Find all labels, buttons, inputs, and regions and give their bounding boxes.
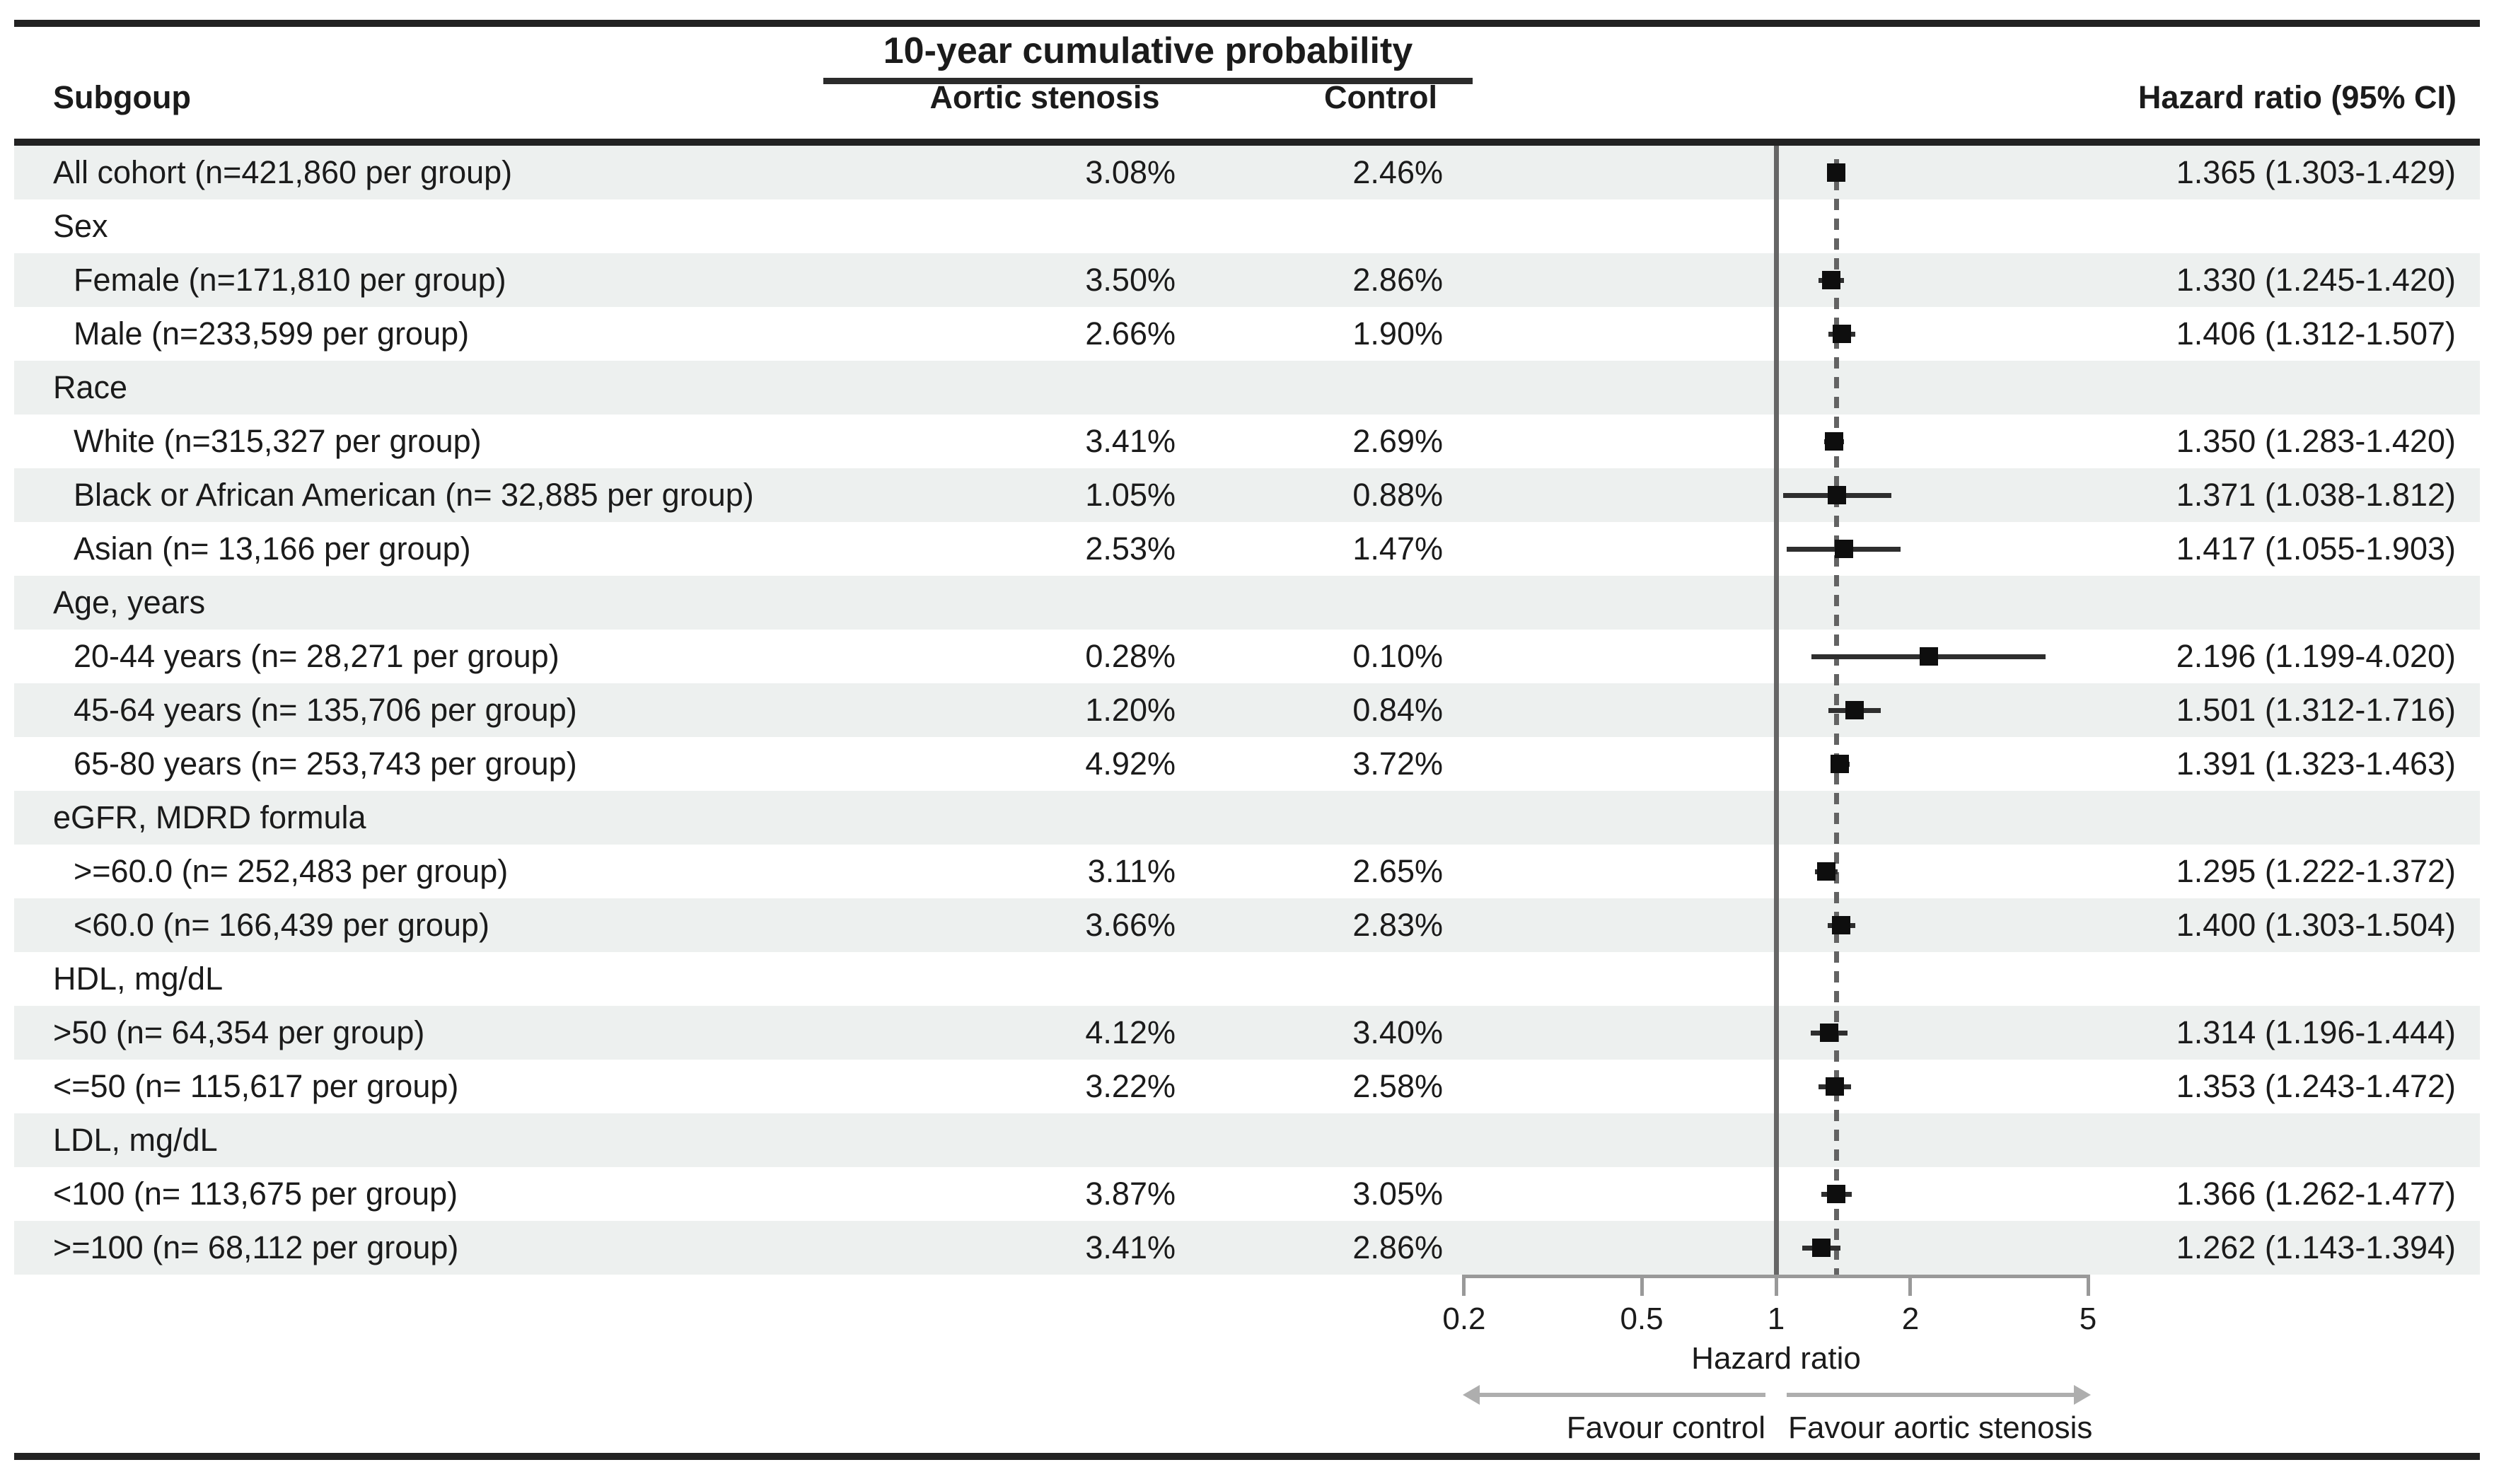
aortic-stenosis-value: 3.87%: [1085, 1176, 1176, 1212]
aortic-stenosis-value: 3.08%: [1085, 154, 1176, 190]
section-row: Age, years: [14, 576, 2480, 630]
table-row: Male (n=233,599 per group) 2.66% 1.90% 1.40…: [14, 307, 2480, 361]
hr-ci-value: 1.406 (1.312-1.507): [2176, 315, 2456, 352]
header-rule: [14, 139, 2480, 146]
subgroup-label: White (n=315,327 per group): [74, 423, 482, 459]
control-value: 2.69%: [1352, 423, 1443, 459]
table-row: Asian (n= 13,166 per group) 2.53% 1.47% 1.4…: [14, 522, 2480, 576]
table-row: >50 (n= 64,354 per group) 4.12% 3.40% 1.314…: [14, 1006, 2480, 1060]
table-row: >=100 (n= 68,112 per group) 3.41% 2.86% 1.2…: [14, 1221, 2480, 1275]
subgroup-label: <60.0 (n= 166,439 per group): [74, 907, 489, 943]
title-underline: [823, 78, 1473, 84]
control-value: 1.90%: [1352, 315, 1443, 352]
table-row: 20-44 years (n= 28,271 per group) 0.28% 0.…: [14, 630, 2480, 683]
subgroup-label: >=100 (n= 68,112 per group): [53, 1229, 459, 1265]
table-row: All cohort (n=421,860 per group) 3.08% 2.4…: [14, 146, 2480, 199]
subgroup-label: >50 (n= 64,354 per group): [53, 1014, 425, 1050]
control-value: 0.84%: [1352, 692, 1443, 728]
control-value: 2.86%: [1352, 1229, 1443, 1265]
control-value: 3.40%: [1352, 1014, 1443, 1050]
control-value: 2.58%: [1352, 1068, 1443, 1104]
aortic-stenosis-value: 3.50%: [1085, 262, 1176, 298]
section-label: eGFR, MDRD formula: [53, 799, 366, 835]
subgroup-label: >=60.0 (n= 252,483 per group): [74, 853, 509, 889]
aortic-stenosis-value: 3.66%: [1085, 907, 1176, 943]
section-row: Race: [14, 361, 2480, 415]
subgroup-label: All cohort (n=421,860 per group): [53, 154, 513, 190]
aortic-stenosis-value: 1.20%: [1085, 692, 1176, 728]
subgroup-label: Asian (n= 13,166 per group): [74, 531, 471, 567]
hr-ci-value: 2.196 (1.199-4.020): [2176, 638, 2456, 674]
bottom-rule: [14, 1453, 2480, 1460]
subgroup-label: Male (n=233,599 per group): [74, 315, 470, 352]
column-header-subgroup: Subgoup: [53, 79, 191, 115]
section-row: eGFR, MDRD formula: [14, 791, 2480, 845]
section-label: LDL, mg/dL: [53, 1122, 218, 1158]
table-row: <60.0 (n= 166,439 per group) 3.66% 2.83% 1.…: [14, 898, 2480, 952]
hr-ci-value: 1.314 (1.196-1.444): [2176, 1014, 2456, 1050]
subgroup-label: 45-64 years (n= 135,706 per group): [74, 692, 577, 728]
section-label: Age, years: [53, 584, 206, 620]
hr-ci-value: 1.366 (1.262-1.477): [2176, 1176, 2456, 1212]
hr-ci-value: 1.400 (1.303-1.504): [2176, 907, 2456, 943]
control-value: 0.88%: [1352, 477, 1443, 513]
column-header-control: Control: [1324, 79, 1437, 115]
control-value: 0.10%: [1352, 638, 1443, 674]
hr-ci-value: 1.501 (1.312-1.716): [2176, 692, 2456, 728]
column-header-aortic-stenosis: Aortic stenosis: [929, 79, 1160, 115]
section-label: HDL, mg/dL: [53, 961, 224, 997]
aortic-stenosis-value: 0.28%: [1085, 638, 1176, 674]
table-row: <100 (n= 113,675 per group) 3.87% 3.05% 1.3…: [14, 1167, 2480, 1221]
table-row: 45-64 years (n= 135,706 per group) 1.20% 0…: [14, 683, 2480, 737]
hr-ci-value: 1.371 (1.038-1.812): [2176, 477, 2456, 513]
aortic-stenosis-value: 2.53%: [1085, 531, 1176, 567]
table-row: Black or African American (n= 32,885 per…: [14, 468, 2480, 522]
table-row: <=50 (n= 115,617 per group) 3.22% 2.58% 1.3…: [14, 1060, 2480, 1113]
hr-ci-value: 1.353 (1.243-1.472): [2176, 1068, 2456, 1104]
page-title: 10-year cumulative probability: [883, 30, 1413, 71]
table-row: White (n=315,327 per group) 3.41% 2.69% 1.3…: [14, 415, 2480, 468]
control-value: 2.65%: [1352, 853, 1443, 889]
subgroup-label: Female (n=171,810 per group): [74, 262, 506, 298]
hr-ci-value: 1.391 (1.323-1.463): [2176, 746, 2456, 782]
control-value: 2.46%: [1352, 154, 1443, 190]
aortic-stenosis-value: 4.12%: [1085, 1014, 1176, 1050]
section-row: Sex: [14, 199, 2480, 253]
section-label: Race: [53, 369, 128, 405]
column-header-hazard-ratio: Hazard ratio (95% CI): [2138, 79, 2457, 115]
hr-ci-value: 1.295 (1.222-1.372): [2176, 853, 2456, 889]
aortic-stenosis-value: 3.11%: [1087, 853, 1176, 889]
control-value: 1.47%: [1352, 531, 1443, 567]
top-rule: [14, 20, 2480, 27]
subgroup-label: <=50 (n= 115,617 per group): [53, 1068, 459, 1104]
aortic-stenosis-value: 3.22%: [1085, 1068, 1176, 1104]
control-value: 3.72%: [1352, 746, 1443, 782]
section-row: LDL, mg/dL: [14, 1113, 2480, 1167]
control-value: 3.05%: [1352, 1176, 1443, 1212]
hr-ci-value: 1.417 (1.055-1.903): [2176, 531, 2456, 567]
subgroup-label: Black or African American (n= 32,885 per…: [74, 477, 754, 513]
table-row: >=60.0 (n= 252,483 per group) 3.11% 2.65% 1…: [14, 845, 2480, 898]
subgroup-label: <100 (n= 113,675 per group): [53, 1176, 458, 1212]
aortic-stenosis-value: 4.92%: [1085, 746, 1176, 782]
hr-ci-value: 1.330 (1.245-1.420): [2176, 262, 2456, 298]
hr-ci-value: 1.365 (1.303-1.429): [2176, 154, 2456, 190]
subgroup-label: 65-80 years (n= 253,743 per group): [74, 746, 577, 782]
control-value: 2.86%: [1352, 262, 1443, 298]
section-label: Sex: [53, 208, 108, 244]
control-value: 2.83%: [1352, 907, 1443, 943]
section-row: HDL, mg/dL: [14, 952, 2480, 1006]
aortic-stenosis-value: 1.05%: [1085, 477, 1176, 513]
hr-ci-value: 1.350 (1.283-1.420): [2176, 423, 2456, 459]
table-row: 65-80 years (n= 253,743 per group) 4.92% 3…: [14, 737, 2480, 791]
aortic-stenosis-value: 3.41%: [1085, 1229, 1176, 1265]
aortic-stenosis-value: 2.66%: [1085, 315, 1176, 352]
table-row: Female (n=171,810 per group) 3.50% 2.86% 1.…: [14, 253, 2480, 307]
aortic-stenosis-value: 3.41%: [1085, 423, 1176, 459]
subgroup-label: 20-44 years (n= 28,271 per group): [74, 638, 559, 674]
hr-ci-value: 1.262 (1.143-1.394): [2176, 1229, 2456, 1265]
